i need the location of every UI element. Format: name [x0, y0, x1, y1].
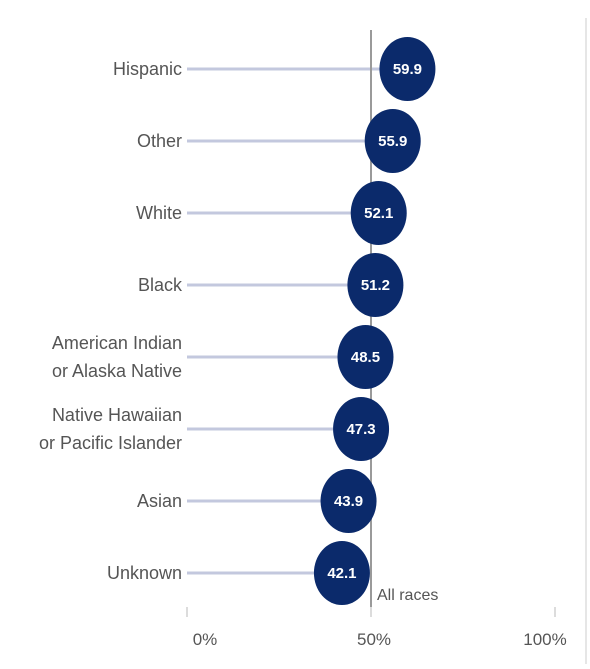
category-label-other: Other [137, 131, 182, 151]
category-label-asian: Asian [137, 491, 182, 511]
dot-asian [320, 469, 377, 533]
x-axis-tick-labels: 0% 50% 100% [193, 630, 567, 649]
category-label-line: or Pacific Islander [39, 433, 182, 453]
value-label-hispanic: 59.9 [393, 61, 422, 78]
category-label-white: White [136, 203, 182, 223]
category-label-line: Native Hawaiian [52, 405, 182, 425]
dot-other [364, 109, 421, 173]
dot-white [350, 181, 407, 245]
category-label-unknown: Unknown [107, 563, 182, 583]
dot-hispanic [379, 37, 436, 101]
category-label-hispanic: Hispanic [113, 59, 182, 79]
category-label-line: American Indian [52, 333, 182, 353]
value-label-asian: 43.9 [334, 493, 363, 510]
dot-black [347, 253, 404, 317]
dot-native-hawaiian-or-pacific-islander [333, 397, 390, 461]
value-label-american-indian-or-alaska-native: 48.5 [351, 349, 380, 366]
dots-group: 59.9 55.9 52.1 51.2 48.5 47.3 43.9 42.1 [313, 37, 436, 605]
x-axis-ticks [186, 607, 556, 617]
value-label-other: 55.9 [378, 133, 407, 150]
category-label-black: Black [138, 275, 183, 295]
category-label-native-hawaiian-or-pacific-islander: Native Hawaiian or Pacific Islander [39, 405, 182, 453]
value-label-unknown: 42.1 [327, 565, 356, 582]
reference-line-label: All races [377, 587, 438, 604]
value-label-black: 51.2 [361, 277, 390, 294]
category-label-line: or Alaska Native [52, 361, 182, 381]
category-label-line: Hispanic [113, 59, 182, 79]
value-label-white: 52.1 [364, 205, 393, 222]
category-label-line: Black [138, 275, 183, 295]
dot-american-indian-or-alaska-native [337, 325, 394, 389]
category-label-line: Unknown [107, 563, 182, 583]
stems-group [187, 67, 408, 575]
category-label-american-indian-or-alaska-native: American Indian or Alaska Native [52, 333, 182, 381]
category-label-line: Asian [137, 491, 182, 511]
category-label-line: White [136, 203, 182, 223]
x-tick-label-0: 0% [193, 630, 218, 649]
category-label-line: Other [137, 131, 182, 151]
x-tick-label-50: 50% [357, 630, 391, 649]
x-tick-label-100: 100% [523, 630, 566, 649]
dot-unknown [313, 541, 370, 605]
value-label-native-hawaiian-or-pacific-islander: 47.3 [346, 421, 375, 438]
category-labels: Hispanic Other White Black American Indian or… [39, 59, 183, 583]
